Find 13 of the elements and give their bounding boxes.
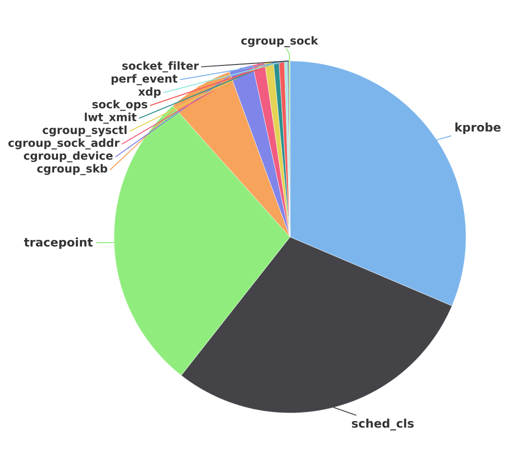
slice-label: socket_filter <box>122 61 199 72</box>
slice-label: sock_ops <box>92 100 148 111</box>
slice-label: cgroup_sock <box>241 36 318 48</box>
slice-label: cgroup_skb <box>37 164 108 176</box>
slice-label: cgroup_sysctl <box>42 126 126 137</box>
slice-label: cgroup_device <box>24 151 113 162</box>
slice-label: xdp <box>138 87 161 98</box>
slice-label: tracepoint <box>24 237 93 249</box>
slice-label: sched_cls <box>352 418 414 430</box>
slice-label: lwt_xmit <box>84 112 136 124</box>
slice-label: kprobe <box>455 122 501 134</box>
slice-label: cgroup_sock_addr <box>8 138 120 150</box>
slice-label: perf_event <box>112 74 178 86</box>
